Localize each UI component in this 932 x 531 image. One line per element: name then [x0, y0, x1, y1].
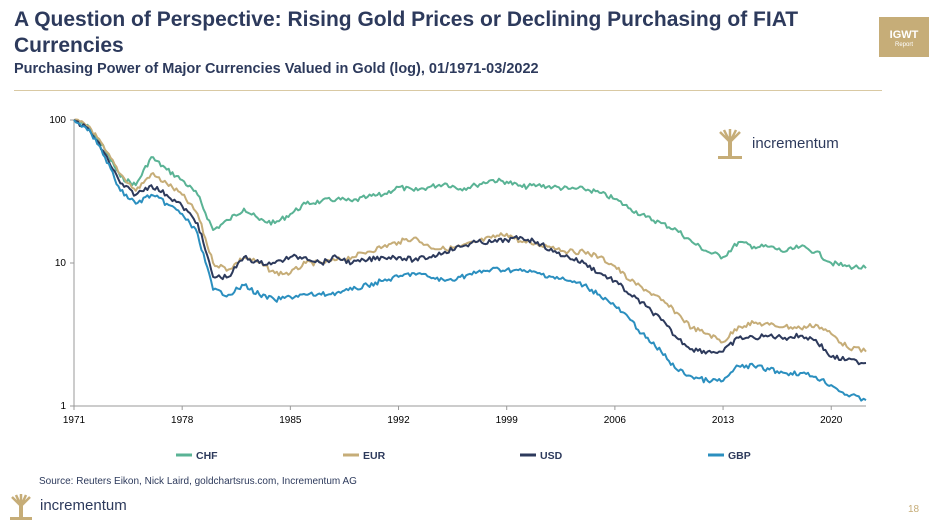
x-tick-label: 2020: [820, 415, 843, 426]
footer-tree-logo-icon: [10, 494, 32, 520]
igwt-report-badge: IGWT Report: [879, 17, 929, 57]
legend-label-eur: EUR: [363, 450, 386, 462]
legend-label-gbp: GBP: [728, 450, 751, 462]
series-line-usd: [73, 119, 867, 366]
chart-legend: CHF EUR USD GBP: [176, 450, 751, 462]
y-tick-label: 100: [49, 115, 66, 126]
chart-axes: 1 10 100 1971 1978 1985 1992 1999 2006 2013 2020: [49, 115, 866, 426]
x-tick-label: 1999: [496, 415, 519, 426]
x-tick-label: 1985: [279, 415, 302, 426]
legend-label-usd: USD: [540, 450, 563, 462]
chart-watermark-logo: incrementum: [718, 129, 839, 159]
chart-logo-text: incrementum: [752, 135, 839, 152]
y-tick-label: 1: [60, 401, 66, 412]
legend-label-chf: CHF: [196, 450, 218, 462]
x-tick-label: 1971: [63, 415, 86, 426]
page-number: 18: [908, 504, 920, 515]
series-line-eur: [73, 118, 867, 353]
series-line-gbp: [73, 119, 867, 402]
gold-purchasing-power-chart: 1 10 100 1971 1978 1985 1992 1999 2006 2013 2020 i…: [49, 115, 867, 462]
header-divider: [14, 90, 882, 91]
chart-subtitle: Purchasing Power of Major Currencies Val…: [14, 61, 539, 77]
tree-logo-icon: [718, 129, 742, 159]
footer-logo-text: incrementum: [40, 497, 127, 514]
y-tick-label: 10: [55, 258, 67, 269]
chart-lines: [73, 118, 867, 402]
x-tick-label: 1992: [387, 415, 410, 426]
x-tick-label: 2013: [712, 415, 735, 426]
x-tick-label: 2006: [604, 415, 627, 426]
series-line-chf: [73, 119, 867, 270]
badge-sub-text: Report: [894, 42, 913, 48]
badge-main-text: IGWT: [889, 29, 919, 41]
source-note: Source: Reuters Eikon, Nick Laird, goldc…: [39, 476, 357, 487]
page-title: A Question of Perspective: Rising Gold P…: [14, 8, 799, 57]
x-tick-label: 1978: [171, 415, 194, 426]
